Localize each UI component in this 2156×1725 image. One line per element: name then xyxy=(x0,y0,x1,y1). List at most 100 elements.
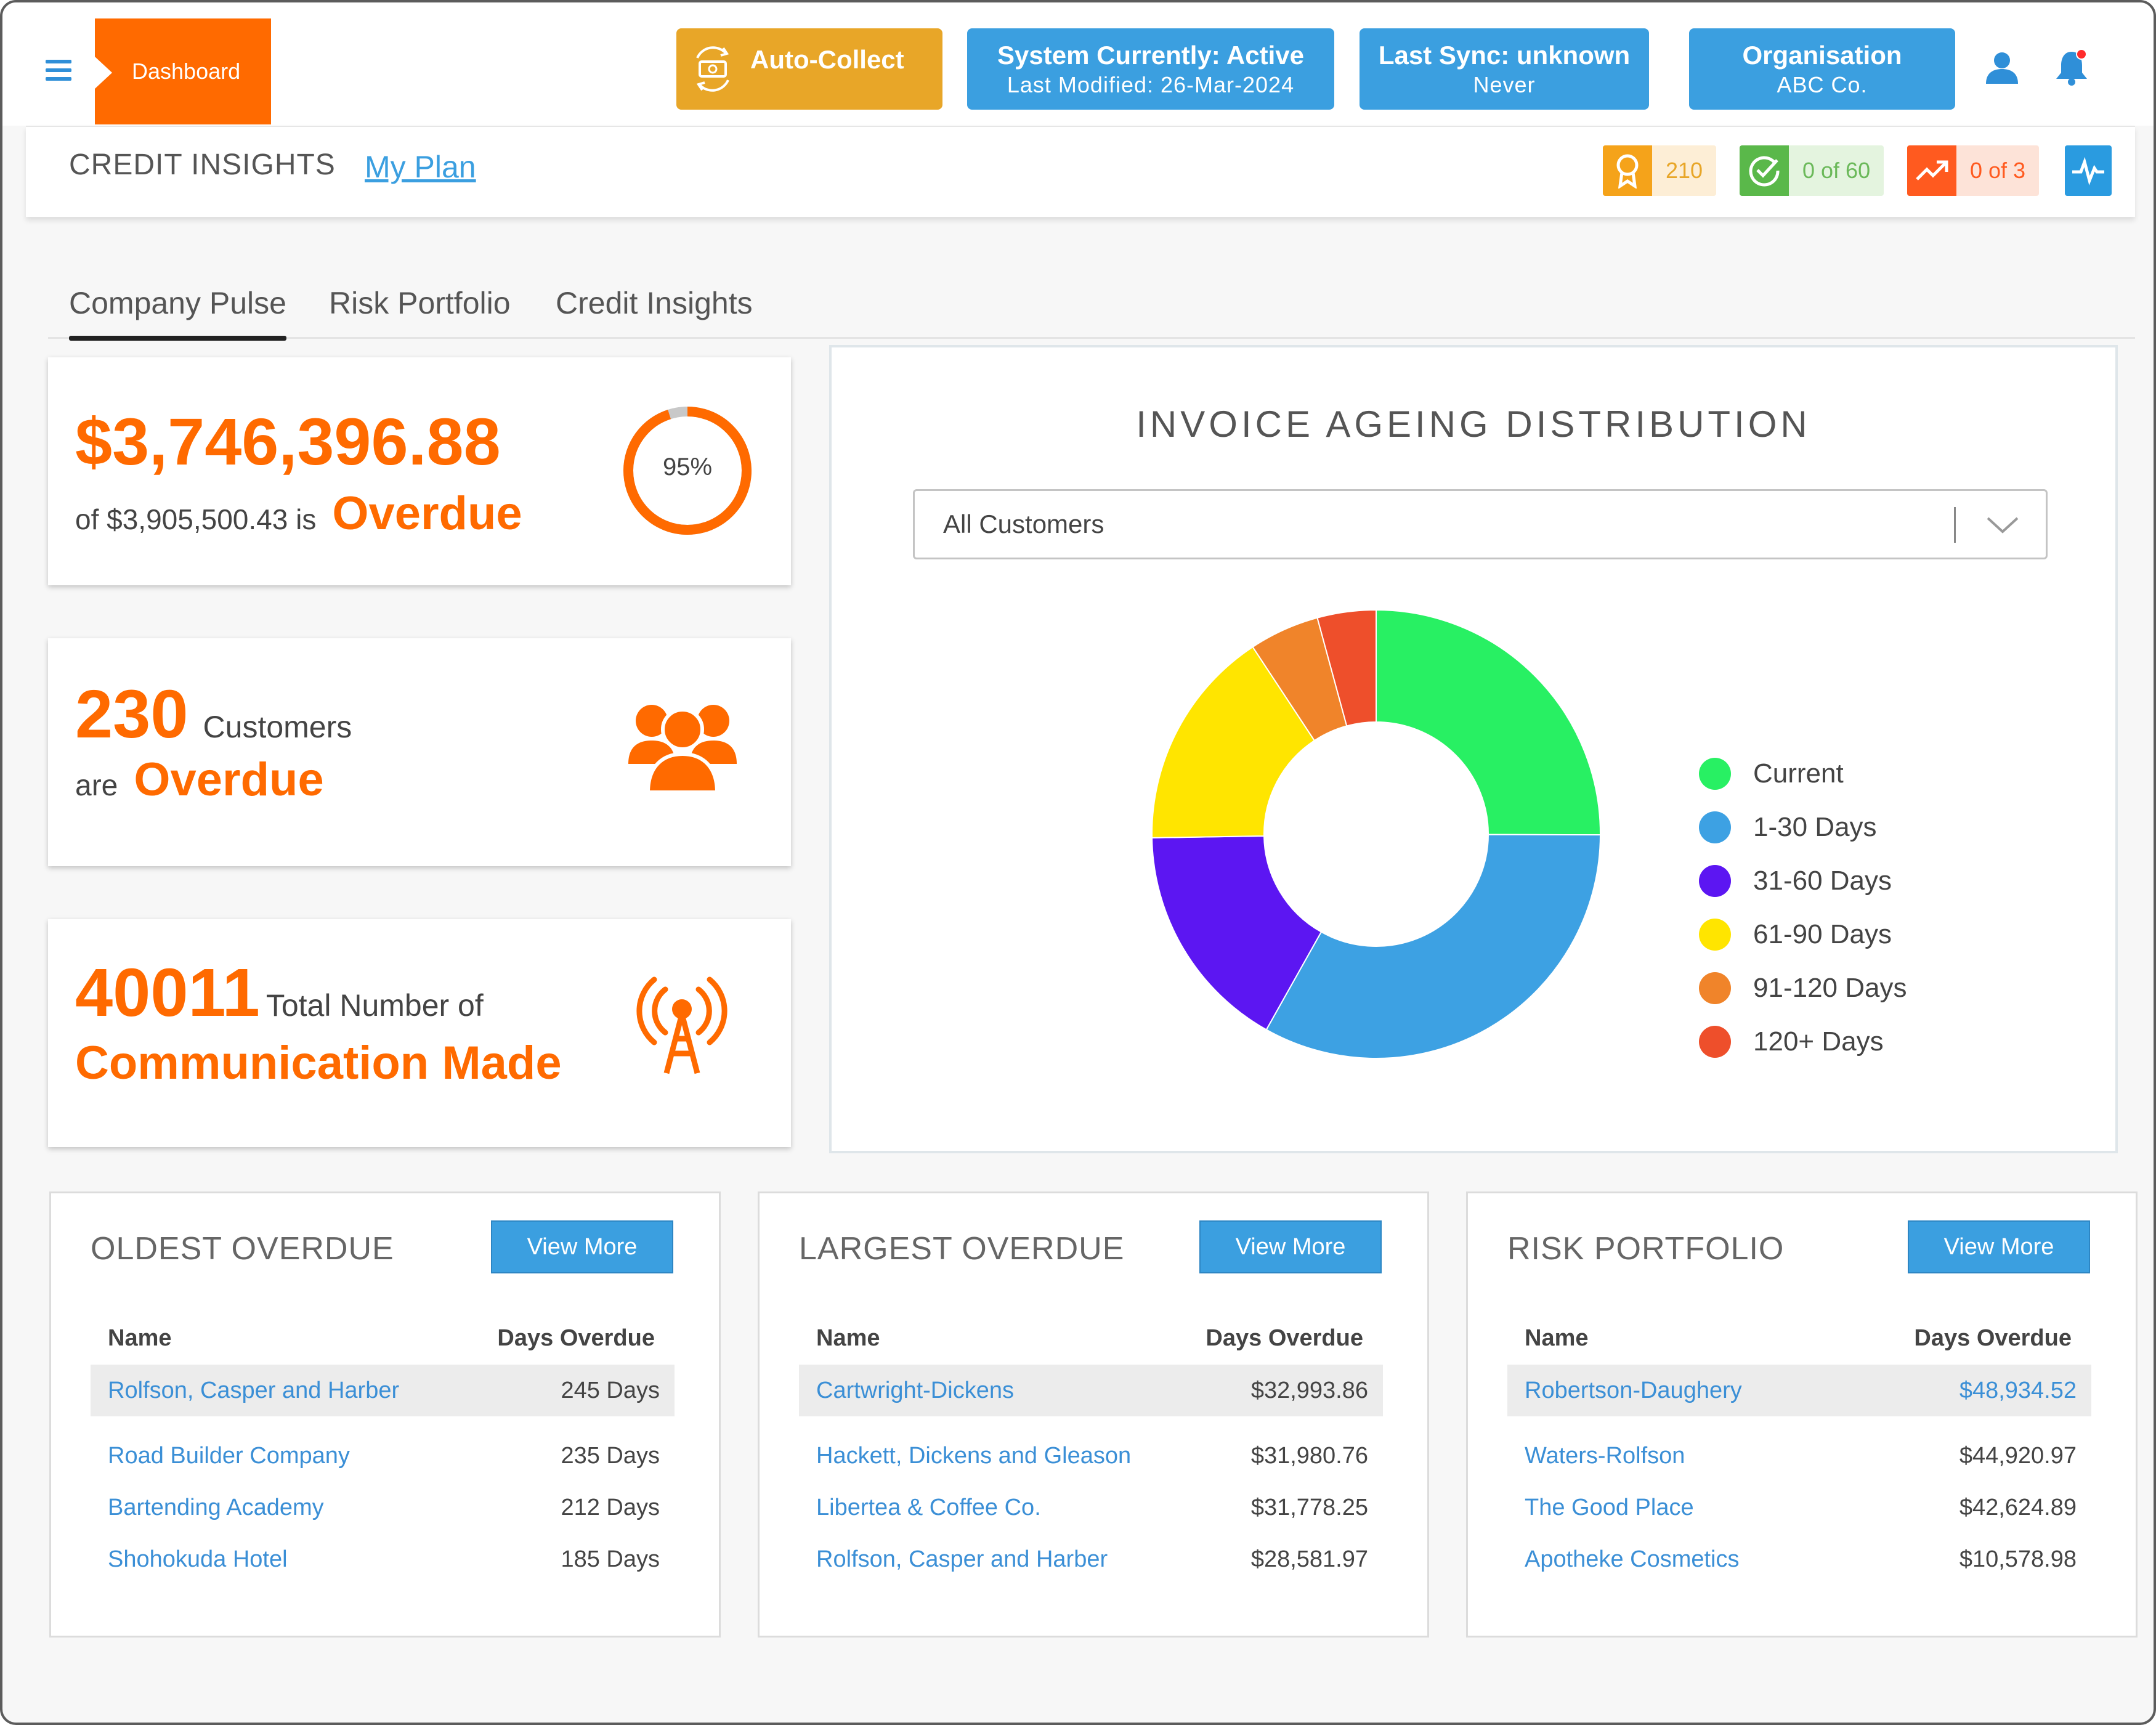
overdue-amount-card: $3,746,396.88 of $3,905,500.43 is Overdu… xyxy=(48,357,791,585)
legend-label: 1-30 Days xyxy=(1753,811,1877,842)
table-row[interactable]: Waters-Rolfson $44,920.97 xyxy=(1507,1430,2091,1482)
system-status-button[interactable]: System Currently: Active Last Modified: … xyxy=(967,28,1334,110)
my-plan-link[interactable]: My Plan xyxy=(365,150,476,184)
donut-slice-61-90-days[interactable] xyxy=(1152,646,1316,838)
donut-slice-120-days[interactable] xyxy=(1316,610,1377,727)
bell-icon[interactable] xyxy=(2054,48,2089,86)
column-header-name: Name xyxy=(816,1325,880,1351)
badge-awards[interactable]: 210 xyxy=(1603,145,1717,196)
table-row[interactable]: Hackett, Dickens and Gleason $31,980.76 xyxy=(799,1430,1383,1482)
table-row[interactable]: Road Builder Company 235 Days xyxy=(91,1430,675,1482)
risk-portfolio-view-more-button[interactable]: View More xyxy=(1908,1220,2090,1273)
column-header-name: Name xyxy=(108,1325,172,1351)
overdue-amount: $3,746,396.88 xyxy=(75,404,501,479)
row-value[interactable]: $48,934.52 xyxy=(1959,1377,2077,1403)
customers-line: 230 Customers xyxy=(75,675,352,753)
overdue-percent-ring xyxy=(623,407,752,535)
donut-slice-1-30-days[interactable] xyxy=(1265,834,1600,1058)
row-name-link[interactable]: Rolfson, Casper and Harber xyxy=(816,1546,1108,1572)
oldest-overdue-view-more-button[interactable]: View More xyxy=(491,1220,673,1273)
panel-title: LARGEST OVERDUE xyxy=(799,1231,1125,1267)
legend-item[interactable]: 31-60 Days xyxy=(1699,854,1907,907)
tab-credit-insights[interactable]: Credit Insights xyxy=(556,286,753,320)
row-name-link[interactable]: Waters-Rolfson xyxy=(1525,1442,1685,1469)
largest-overdue-view-more-button[interactable]: View More xyxy=(1199,1220,1382,1273)
risk-portfolio-panel: RISK PORTFOLIO View More Name Days Overd… xyxy=(1466,1191,2138,1638)
legend-item[interactable]: Current xyxy=(1699,747,1907,800)
customer-select-value: All Customers xyxy=(943,509,1104,538)
row-value: 245 Days xyxy=(561,1377,660,1403)
row-name-link[interactable]: Rolfson, Casper and Harber xyxy=(108,1377,400,1403)
row-name-link[interactable]: Bartending Academy xyxy=(108,1494,324,1520)
last-sync-button[interactable]: Last Sync: unknown Never xyxy=(1360,28,1649,110)
badge-goals[interactable]: 0 of 3 xyxy=(1907,145,2040,196)
organisation-button[interactable]: Organisation ABC Co. xyxy=(1689,28,1955,110)
check-circle-icon xyxy=(1740,145,1789,196)
table-row[interactable]: The Good Place $42,624.89 xyxy=(1507,1482,2091,1533)
badge-tasks-value: 0 of 60 xyxy=(1789,145,1884,196)
communications-made: Communication Made xyxy=(75,1037,562,1089)
row-value: $10,578.98 xyxy=(1959,1546,2077,1572)
row-value: $32,993.86 xyxy=(1250,1377,1368,1403)
legend-item[interactable]: 61-90 Days xyxy=(1699,907,1907,961)
customers-are-text: are xyxy=(75,769,118,802)
donut-slice-31-60-days[interactable] xyxy=(1152,835,1323,1031)
auto-collect-button[interactable]: Auto-Collect xyxy=(676,28,942,110)
overdue-word: Overdue xyxy=(332,487,522,540)
legend-swatch xyxy=(1699,864,1731,897)
chevron-down-icon[interactable] xyxy=(1984,509,2021,540)
organisation-label: Organisation xyxy=(1742,41,1902,70)
row-value: $28,581.97 xyxy=(1250,1546,1368,1572)
broadcast-tower-icon xyxy=(636,976,727,1074)
user-icon[interactable] xyxy=(1985,51,2019,85)
auto-collect-label: Auto-Collect xyxy=(750,45,904,74)
legend-label: Current xyxy=(1753,758,1844,789)
overdue-total-text: of $3,905,500.43 is xyxy=(75,503,317,535)
table-row[interactable]: Cartwright-Dickens $32,993.86 xyxy=(799,1365,1383,1416)
row-name-link[interactable]: Hackett, Dickens and Gleason xyxy=(816,1442,1132,1469)
tab-company-pulse[interactable]: Company Pulse xyxy=(69,267,286,341)
last-modified-text: Last Modified: 26-Mar-2024 xyxy=(1007,72,1295,97)
legend-item[interactable]: 91-120 Days xyxy=(1699,961,1907,1015)
hamburger-menu-icon[interactable] xyxy=(46,60,71,81)
row-name-link[interactable]: Libertea & Coffee Co. xyxy=(816,1494,1041,1520)
row-name-link[interactable]: Apotheke Cosmetics xyxy=(1525,1546,1740,1572)
row-name-link[interactable]: Shohokuda Hotel xyxy=(108,1546,288,1572)
column-header-value: Days Overdue xyxy=(1206,1325,1363,1351)
table-row[interactable]: Rolfson, Casper and Harber 245 Days xyxy=(91,1365,675,1416)
table-row[interactable]: Rolfson, Casper and Harber $28,581.97 xyxy=(799,1533,1383,1585)
row-name-link[interactable]: Robertson-Daughery xyxy=(1525,1377,1742,1403)
column-header-value: Days Overdue xyxy=(1914,1325,2072,1351)
largest-overdue-panel: LARGEST OVERDUE View More Name Days Over… xyxy=(758,1191,1429,1638)
customer-select[interactable]: All Customers xyxy=(913,489,2048,559)
organisation-value: ABC Co. xyxy=(1777,72,1868,97)
legend-item[interactable]: 1-30 Days xyxy=(1699,800,1907,854)
badge-tasks[interactable]: 0 of 60 xyxy=(1740,145,1884,196)
overdue-customers-card: 230 Customers are Overdue xyxy=(48,638,791,866)
tab-risk-portfolio[interactable]: Risk Portfolio xyxy=(329,286,511,320)
dashboard-tab[interactable]: Dashboard xyxy=(95,18,271,124)
donut-slice-current[interactable] xyxy=(1376,610,1600,836)
column-header-value: Days Overdue xyxy=(497,1325,655,1351)
money-cycle-icon xyxy=(696,46,729,92)
ageing-legend: Current 1-30 Days 31-60 Days 61-90 Days 91-1… xyxy=(1699,747,1907,1068)
ageing-donut-chart xyxy=(1152,610,1600,1058)
panel-title: OLDEST OVERDUE xyxy=(91,1231,394,1267)
legend-item[interactable]: 120+ Days xyxy=(1699,1015,1907,1068)
row-name-link[interactable]: The Good Place xyxy=(1525,1494,1694,1520)
legend-swatch xyxy=(1699,811,1731,843)
communications-text: Total Number of xyxy=(265,988,484,1023)
row-name-link[interactable]: Cartwright-Dickens xyxy=(816,1377,1014,1403)
top-bar: Dashboard Auto-Collect System Currently:… xyxy=(2,2,2154,126)
table-row[interactable]: Bartending Academy 212 Days xyxy=(91,1482,675,1533)
badge-awards-value: 210 xyxy=(1652,145,1717,196)
pulse-icon[interactable] xyxy=(2065,145,2112,196)
customers-text: Customers xyxy=(203,710,352,744)
table-row[interactable]: Apotheke Cosmetics $10,578.98 xyxy=(1507,1533,2091,1585)
table-row[interactable]: Libertea & Coffee Co. $31,778.25 xyxy=(799,1482,1383,1533)
table-row[interactable]: Robertson-Daughery $48,934.52 xyxy=(1507,1365,2091,1416)
customers-overdue-line: are Overdue xyxy=(75,753,324,806)
table-row[interactable]: Shohokuda Hotel 185 Days xyxy=(91,1533,675,1585)
row-name-link[interactable]: Road Builder Company xyxy=(108,1442,350,1469)
